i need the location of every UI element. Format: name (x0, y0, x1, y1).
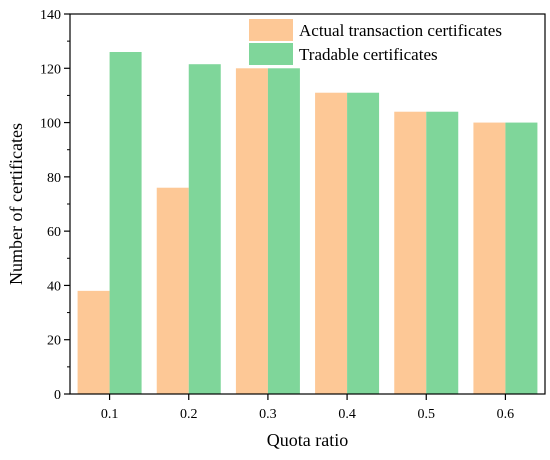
legend-label-actual: Actual transaction certificates (299, 21, 502, 40)
x-tick-label-0.1: 0.1 (101, 407, 119, 422)
bar-actual-0.3 (235, 68, 268, 395)
x-axis: 0.1 0.2 0.3 0.4 0.5 0.6 (101, 394, 514, 422)
x-tick-label-0.5: 0.5 (418, 407, 436, 422)
x-tick-label-0.3: 0.3 (259, 407, 277, 422)
bar-actual-0.5 (394, 111, 427, 394)
x-tick-label-0.6: 0.6 (497, 407, 515, 422)
legend-label-tradable: Tradable certificates (299, 45, 438, 64)
y-tick-label-40: 40 (47, 279, 61, 294)
x-axis-title: Quota ratio (267, 430, 348, 450)
bar-tradable-0.4 (347, 92, 380, 394)
legend-swatch-tradable (249, 43, 293, 65)
y-tick-label-100: 100 (40, 117, 61, 132)
bar-tradable-0.5 (426, 111, 459, 394)
bar-actual-0.1 (77, 290, 110, 394)
y-tick-label-120: 120 (40, 62, 61, 77)
x-tick-label-0.4: 0.4 (338, 407, 356, 422)
bar-actual-0.6 (473, 122, 506, 395)
y-tick-label-60: 60 (47, 225, 61, 240)
bar-tradable-0.2 (188, 64, 221, 394)
x-tick-label-0.2: 0.2 (180, 407, 198, 422)
bar-actual-0.2 (156, 187, 189, 394)
bars-layer (77, 52, 538, 395)
y-axis-title: Number of certificates (6, 123, 26, 285)
bar-tradable-0.1 (109, 52, 142, 394)
y-axis: 0 20 40 60 80 100 120 140 (40, 8, 70, 403)
bar-actual-0.4 (315, 92, 348, 394)
bar-tradable-0.3 (267, 68, 300, 395)
y-tick-label-0: 0 (54, 388, 61, 403)
y-tick-label-140: 140 (40, 8, 61, 23)
bar-tradable-0.6 (505, 122, 538, 395)
y-tick-label-80: 80 (47, 171, 61, 186)
legend: Actual transaction certificates Tradable… (249, 19, 502, 65)
legend-swatch-actual (249, 19, 293, 41)
y-tick-label-20: 20 (47, 334, 61, 349)
